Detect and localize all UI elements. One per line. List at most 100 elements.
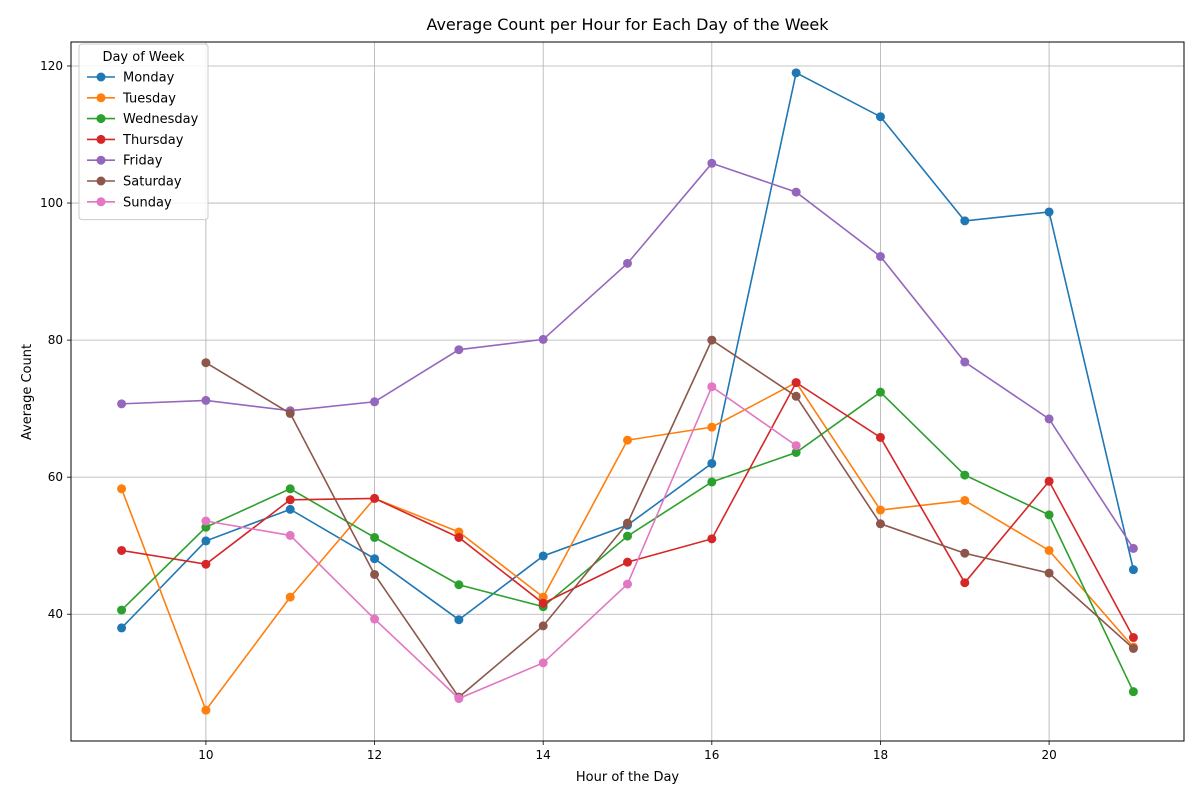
data-point-thursday	[117, 545, 127, 555]
data-point-monday	[960, 216, 970, 226]
data-point-wednesday	[875, 387, 885, 397]
data-point-friday	[623, 258, 632, 268]
data-point-friday	[117, 399, 127, 409]
data-point-thursday	[791, 378, 801, 388]
data-point-sunday	[623, 579, 632, 589]
x-tick-label: 14	[536, 748, 551, 762]
data-point-wednesday	[1044, 510, 1054, 520]
x-tick-label: 10	[198, 748, 213, 762]
series-lines	[117, 68, 1138, 715]
data-point-tuesday	[960, 495, 970, 505]
data-point-wednesday	[285, 484, 295, 494]
data-point-tuesday	[623, 435, 632, 445]
data-point-sunday	[201, 516, 211, 526]
data-point-saturday	[1044, 568, 1054, 578]
data-point-tuesday	[875, 505, 885, 515]
data-point-wednesday	[370, 532, 380, 542]
data-point-wednesday	[1128, 687, 1138, 697]
data-point-saturday	[1128, 643, 1138, 653]
data-point-monday	[370, 554, 380, 564]
legend-item-tuesday: Tuesday	[87, 91, 176, 106]
data-point-saturday	[707, 335, 717, 345]
axis-ticks: 10 12 14 16 18 20 40 60 80 100 120	[40, 59, 1057, 762]
data-point-wednesday	[791, 447, 801, 457]
plot-frame	[70, 41, 1185, 742]
data-point-monday	[117, 623, 127, 633]
data-point-sunday	[707, 382, 717, 392]
legend-label: Saturday	[123, 175, 182, 190]
grid-lines	[71, 42, 1184, 741]
data-point-monday	[791, 68, 801, 78]
legend-marker	[96, 197, 106, 207]
data-point-saturday	[538, 621, 548, 631]
data-point-wednesday	[117, 605, 127, 615]
data-point-tuesday	[201, 705, 211, 715]
data-point-thursday	[285, 495, 295, 505]
data-point-friday	[538, 334, 548, 344]
data-point-monday	[707, 458, 717, 468]
data-point-monday	[875, 112, 885, 122]
x-tick-label: 16	[704, 748, 719, 762]
y-tick-label: 40	[48, 607, 63, 621]
x-axis-label: Hour of the Day	[576, 770, 680, 785]
data-point-thursday	[960, 578, 970, 588]
data-point-thursday	[201, 559, 211, 569]
legend-item-wednesday: Wednesday	[87, 112, 199, 127]
data-point-friday	[875, 251, 885, 261]
data-point-thursday	[707, 534, 717, 544]
legend-marker	[96, 176, 106, 186]
data-point-saturday	[791, 391, 801, 401]
data-point-wednesday	[201, 522, 211, 532]
data-point-saturday	[285, 408, 295, 418]
data-point-sunday	[285, 530, 295, 540]
data-point-wednesday	[454, 580, 464, 590]
data-point-saturday	[875, 519, 885, 529]
data-point-tuesday	[1044, 545, 1054, 555]
series-thursday	[117, 378, 1138, 643]
legend-label: Thursday	[122, 133, 184, 148]
data-point-sunday	[538, 658, 548, 668]
data-point-thursday	[538, 598, 548, 608]
chart-title: Average Count per Hour for Each Day of t…	[426, 15, 829, 34]
data-point-friday	[1128, 543, 1138, 553]
y-tick-label: 120	[40, 59, 63, 73]
y-tick-label: 100	[40, 196, 63, 210]
legend-label: Wednesday	[123, 112, 199, 127]
legend-item-monday: Monday	[87, 71, 175, 86]
data-point-saturday	[370, 569, 380, 579]
x-tick-label: 12	[367, 748, 382, 762]
legend-item-friday: Friday	[87, 154, 163, 169]
data-point-sunday	[370, 614, 380, 624]
data-point-friday	[1044, 414, 1054, 424]
legend: Day of Week Monday Tuesday Wednesday Thursda…	[78, 43, 209, 221]
legend-marker	[96, 114, 106, 124]
legend-marker	[96, 93, 106, 103]
data-point-tuesday	[285, 592, 295, 602]
data-point-friday	[791, 187, 801, 197]
legend-label: Sunday	[123, 195, 172, 210]
legend-marker	[96, 72, 106, 82]
x-tick-label: 18	[873, 748, 888, 762]
legend-item-thursday: Thursday	[87, 133, 184, 148]
legend-marker	[96, 155, 106, 165]
data-point-wednesday	[960, 470, 970, 480]
data-point-friday	[454, 345, 464, 355]
data-point-thursday	[370, 493, 380, 503]
legend-title: Day of Week	[102, 50, 185, 65]
legend-label: Friday	[123, 154, 163, 169]
legend-label: Monday	[123, 71, 175, 86]
legend-marker	[96, 134, 106, 144]
data-point-tuesday	[707, 422, 717, 432]
data-point-saturday	[623, 518, 632, 528]
data-point-saturday	[960, 548, 970, 558]
data-point-friday	[960, 357, 970, 367]
data-point-friday	[707, 158, 717, 168]
data-point-thursday	[1128, 633, 1138, 643]
data-point-friday	[370, 397, 380, 407]
legend-box	[78, 43, 209, 221]
data-point-friday	[201, 395, 211, 405]
legend-label: Tuesday	[122, 91, 176, 106]
series-line-saturday	[205, 338, 1134, 699]
